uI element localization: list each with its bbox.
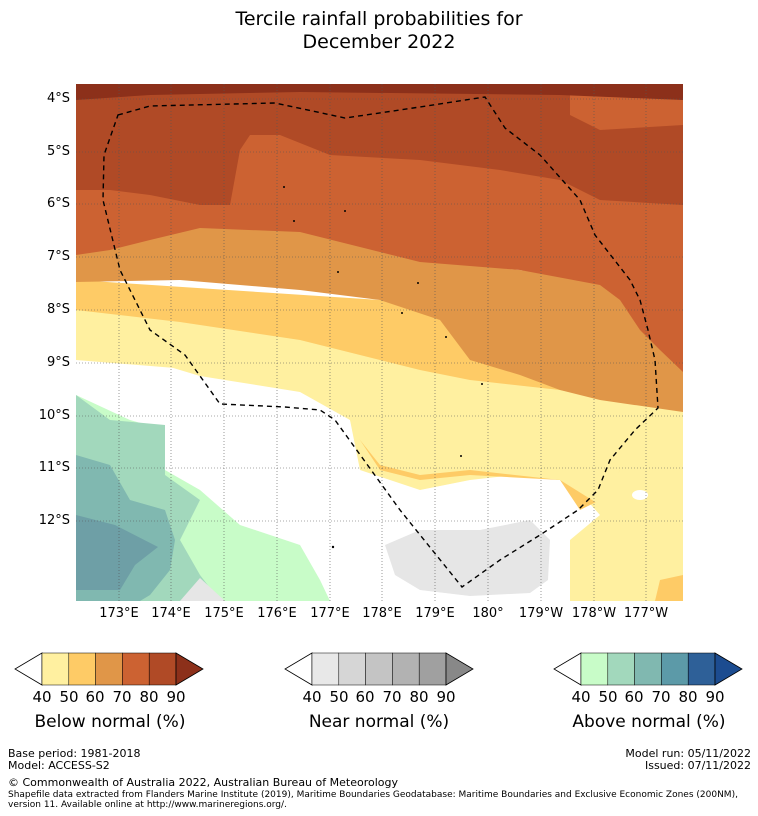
colorbar-swatch — [41, 652, 70, 686]
below-normal-60-band — [76, 215, 683, 412]
below-normal-80-band — [76, 84, 683, 205]
tick-label: 90 — [436, 688, 456, 706]
tick-label: 50 — [59, 688, 79, 706]
lon-label: 178°E — [362, 606, 402, 621]
colorbar-min-extend — [553, 652, 582, 686]
footer-right: Model run: 05/11/2022 Issued: 07/11/2022 — [625, 748, 751, 772]
white-blob — [632, 490, 648, 500]
lat-label: 7°S — [46, 249, 70, 264]
tick-label: 80 — [409, 688, 429, 706]
colorbar-swatch — [68, 652, 96, 686]
model-name: Model: ACCESS-S2 — [8, 759, 110, 772]
near-normal-colorbar — [284, 652, 474, 686]
shapefile-credit: Shapefile data extracted from Flanders M… — [8, 790, 758, 810]
colorbar-swatch — [338, 652, 366, 686]
lat-label: 12°S — [38, 513, 70, 528]
lat-label: 9°S — [46, 355, 70, 370]
lat-label: 11°S — [38, 460, 70, 475]
shapefile-line-2: version 11. Available online at http://w… — [8, 800, 287, 810]
above-normal-label: Above normal (%) — [572, 712, 726, 732]
graticule — [76, 84, 683, 601]
shapefile-line-1: Shapefile data extracted from Flanders M… — [8, 790, 738, 800]
colorbar-max-extend — [175, 652, 204, 686]
lon-label: 179°E — [415, 606, 455, 621]
colorbar-swatch — [580, 652, 609, 686]
lat-label: 6°S — [46, 196, 70, 211]
colorbar-max-extend — [714, 652, 743, 686]
base-period: Base period: 1981-2018 — [8, 747, 141, 760]
below-normal-colorbar — [14, 652, 204, 686]
near-normal-label: Near normal (%) — [308, 712, 450, 732]
colorbar-min-extend — [14, 652, 43, 686]
tick-label: 90 — [166, 688, 186, 706]
tick-label: 60 — [85, 688, 105, 706]
footer-left: Base period: 1981-2018 Model: ACCESS-S2 — [8, 748, 140, 772]
tick-label: 50 — [329, 688, 349, 706]
issued-date: Issued: 07/11/2022 — [644, 759, 751, 772]
tick-label: 60 — [355, 688, 375, 706]
lon-label: 177°E — [310, 606, 350, 621]
colorbar-swatch — [365, 652, 393, 686]
colorbar-swatch — [687, 652, 716, 686]
map-title: Tercile rainfall probabilities for Decem… — [0, 8, 758, 54]
colorbar-swatch — [634, 652, 662, 686]
lon-label: 178°W — [571, 606, 617, 621]
lon-label: 175°E — [204, 606, 244, 621]
lon-label: 179°W — [518, 606, 564, 621]
below-normal-50-corner — [655, 575, 683, 601]
below-normal-40-strip — [76, 310, 683, 505]
tick-label: 40 — [571, 688, 591, 706]
tick-label: 50 — [598, 688, 618, 706]
islands — [283, 186, 483, 549]
tick-label: 80 — [139, 688, 159, 706]
near-normal-grey-region — [385, 520, 550, 596]
below-normal-90-strip — [76, 84, 683, 100]
colorbar-swatch — [95, 652, 123, 686]
tick-label: 70 — [112, 688, 132, 706]
colorbar-swatch — [418, 652, 447, 686]
lon-label: 177°W — [623, 606, 669, 621]
near-normal-grey-corner — [180, 578, 225, 601]
tick-label: 70 — [382, 688, 402, 706]
tick-label: 40 — [32, 688, 52, 706]
lat-label: 8°S — [46, 302, 70, 317]
colorbar-swatch — [122, 652, 150, 686]
colorbar-swatch — [311, 652, 340, 686]
lon-label: 176°E — [257, 606, 297, 621]
colorbar-swatch — [661, 652, 689, 686]
eez-boundary — [102, 96, 659, 588]
above-normal-colorbar — [553, 652, 743, 686]
title-line-2: December 2022 — [302, 31, 456, 53]
lat-label: 4°S — [46, 91, 70, 106]
colorbar-min-extend — [284, 652, 313, 686]
above-normal-60-inner — [76, 515, 158, 590]
colorbar-max-extend — [445, 652, 474, 686]
lat-label: 10°S — [38, 408, 70, 423]
copyright: © Commonwealth of Australia 2022, Austra… — [8, 776, 398, 789]
tick-label: 70 — [651, 688, 671, 706]
model-run: Model run: 05/11/2022 — [625, 747, 751, 760]
lon-label: 180° — [472, 606, 504, 621]
tick-label: 60 — [624, 688, 644, 706]
lat-label: 5°S — [46, 144, 70, 159]
lon-label: 173°E — [99, 606, 139, 621]
tick-label: 80 — [678, 688, 698, 706]
lon-label: 174°E — [151, 606, 191, 621]
tick-label: 40 — [302, 688, 322, 706]
title-line-1: Tercile rainfall probabilities for — [235, 8, 523, 30]
below-normal-label: Below normal (%) — [34, 712, 186, 732]
rainfall-map — [76, 84, 683, 601]
colorbar-swatch — [148, 652, 177, 686]
tick-label: 90 — [705, 688, 725, 706]
colorbar-swatch — [607, 652, 635, 686]
colorbar-swatch — [392, 652, 420, 686]
